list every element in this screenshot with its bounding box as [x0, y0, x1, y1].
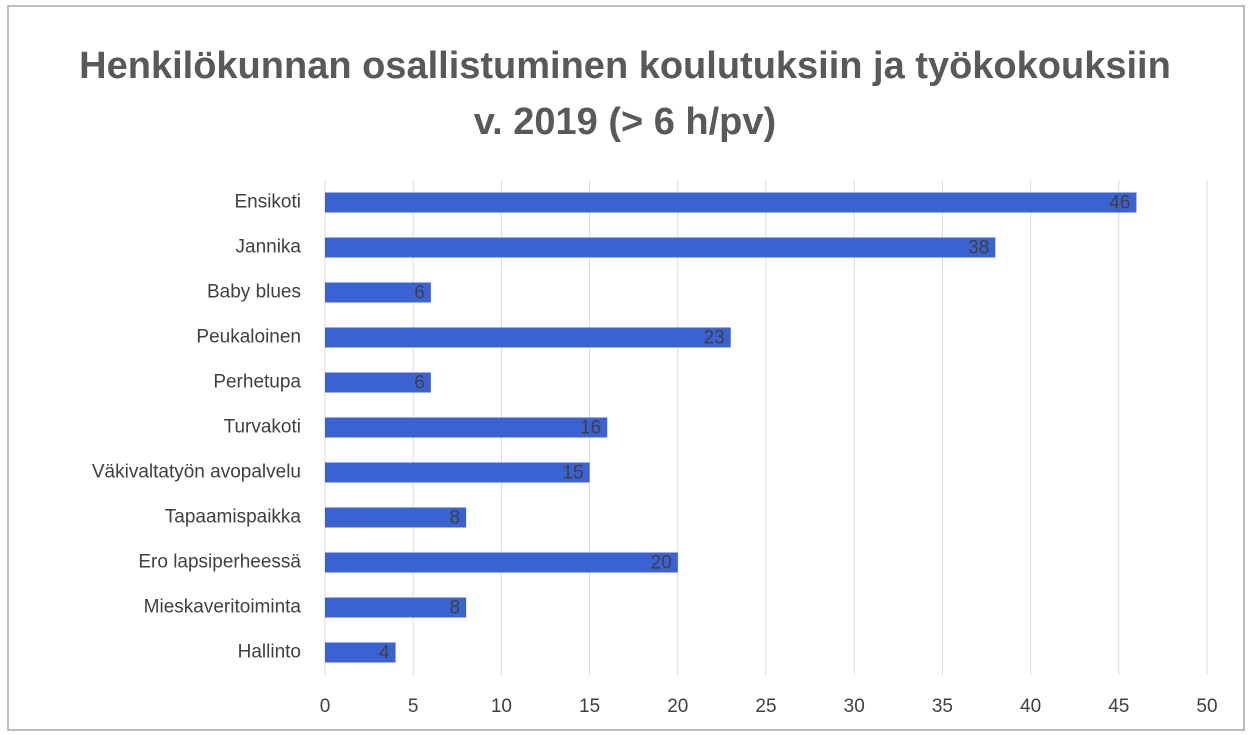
y-tick-label: Baby blues	[207, 282, 301, 303]
value-label: 8	[450, 598, 461, 619]
bar	[325, 192, 1137, 213]
y-tick-label: Perhetupa	[213, 372, 301, 393]
bar	[325, 417, 608, 438]
value-label: 46	[1109, 193, 1130, 214]
bar	[325, 597, 467, 618]
y-tick-label: Ero lapsiperheessä	[138, 552, 301, 573]
bar	[325, 327, 731, 348]
bar	[325, 507, 467, 528]
value-label: 16	[580, 418, 601, 439]
x-tick-label: 35	[932, 696, 953, 717]
x-tick-label: 50	[1196, 696, 1217, 717]
value-label: 6	[414, 283, 425, 304]
bar	[325, 462, 590, 483]
bar	[325, 237, 996, 258]
value-label: 38	[968, 238, 989, 259]
value-label: 8	[450, 508, 461, 529]
value-label: 15	[562, 463, 583, 484]
bar	[325, 372, 431, 393]
chart-title: Henkilökunnan osallistuminen koulutuksii…	[79, 45, 1171, 143]
x-tick-label: 15	[579, 696, 600, 717]
y-tick-label: Mieskaveritoiminta	[144, 597, 302, 618]
bar	[325, 552, 678, 573]
x-tick-label: 5	[408, 696, 419, 717]
y-tick-label: Väkivaltatyön avopalvelu	[92, 462, 301, 483]
value-label: 23	[704, 328, 725, 349]
value-label: 6	[414, 373, 425, 394]
x-tick-label: 40	[1020, 696, 1041, 717]
y-tick-label: Hallinto	[238, 642, 301, 663]
chart-frame	[7, 5, 1245, 731]
y-tick-label: Ensikoti	[234, 192, 301, 213]
x-tick-label: 10	[491, 696, 512, 717]
bar	[325, 282, 431, 303]
x-tick-label: 45	[1108, 696, 1129, 717]
x-tick-label: 30	[844, 696, 865, 717]
value-label: 20	[651, 553, 672, 574]
x-tick-label: 25	[755, 696, 776, 717]
y-tick-label: Peukaloinen	[196, 327, 301, 348]
x-tick-label: 20	[667, 696, 688, 717]
y-tick-label: Jannika	[236, 237, 302, 258]
value-label: 4	[379, 643, 390, 664]
y-tick-label: Tapaamispaikka	[165, 507, 302, 528]
y-tick-label: Turvakoti	[224, 417, 301, 438]
bar	[325, 642, 396, 663]
x-tick-label: 0	[320, 696, 331, 717]
